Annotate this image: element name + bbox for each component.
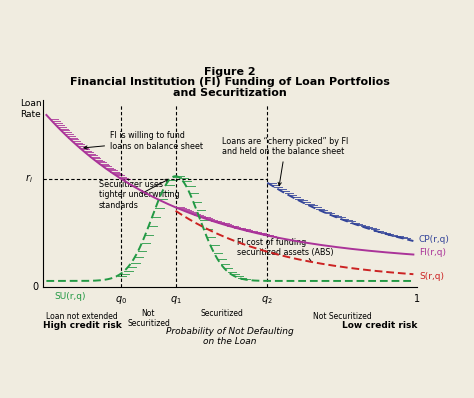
Text: 1: 1 xyxy=(414,294,420,304)
Text: 0: 0 xyxy=(33,281,39,292)
Text: Figure 2: Figure 2 xyxy=(204,67,255,77)
Text: $q_0$: $q_0$ xyxy=(115,294,128,306)
Text: FI cost of funding
securitized assets (ABS): FI cost of funding securitized assets (A… xyxy=(237,238,334,261)
Text: FI is willing to fund
loans on balance sheet: FI is willing to fund loans on balance s… xyxy=(84,131,203,151)
Text: $q_2$: $q_2$ xyxy=(262,294,273,306)
Text: Not
Securitized: Not Securitized xyxy=(127,309,170,328)
Text: S(r,q): S(r,q) xyxy=(419,271,444,281)
Text: Securitizer uses
tighter underwriting
standards: Securitizer uses tighter underwriting st… xyxy=(99,179,180,210)
Text: Securitized: Securitized xyxy=(200,309,243,318)
Text: FI(r,q): FI(r,q) xyxy=(419,248,446,257)
Text: Loans are “cherry picked” by FI
and held on the balance sheet: Loans are “cherry picked” by FI and held… xyxy=(222,137,349,186)
Text: SU(r,q): SU(r,q) xyxy=(54,292,85,301)
Text: High credit risk: High credit risk xyxy=(43,321,121,330)
Text: Low credit risk: Low credit risk xyxy=(342,321,417,330)
Text: $r_i$: $r_i$ xyxy=(26,172,33,185)
Text: and Securitization: and Securitization xyxy=(173,88,287,98)
Text: Loan not extended: Loan not extended xyxy=(46,312,118,321)
Text: Not Securitized: Not Securitized xyxy=(313,312,372,321)
Text: Financial Institution (FI) Funding of Loan Portfolios: Financial Institution (FI) Funding of Lo… xyxy=(70,77,390,87)
Text: $q_1$: $q_1$ xyxy=(170,294,182,306)
Text: Probability of ​Not​ Defaulting
on the Loan: Probability of ​Not​ Defaulting on the L… xyxy=(166,327,294,346)
Text: CP(r,q): CP(r,q) xyxy=(419,235,450,244)
Text: Loan
Rate: Loan Rate xyxy=(20,100,42,119)
